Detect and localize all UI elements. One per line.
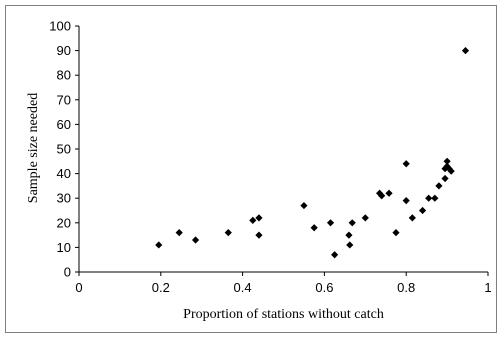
x-axis-label: Proportion of stations without catch [183, 307, 384, 322]
data-point [255, 214, 262, 221]
data-point [385, 190, 392, 197]
data-point [192, 236, 199, 243]
y-tick-label: 100 [49, 19, 71, 34]
y-tick-label: 30 [57, 191, 71, 206]
y-axis-label: Sample size needed [26, 93, 41, 203]
y-tick-label: 60 [57, 117, 71, 132]
data-point [362, 214, 369, 221]
data-point [327, 219, 334, 226]
x-tick-label: 0.2 [152, 280, 170, 295]
y-tick-label: 50 [57, 142, 71, 157]
x-tick-label: 0 [75, 280, 82, 295]
y-tick-label: 40 [57, 166, 71, 181]
y-tick-label: 20 [57, 215, 71, 230]
data-point [462, 47, 469, 54]
data-point [255, 232, 262, 239]
data-point [441, 175, 448, 182]
data-point [349, 219, 356, 226]
data-point [225, 229, 232, 236]
y-axis-ticks: 0 10 20 30 40 50 60 70 80 90 100 [49, 19, 79, 280]
x-tick-label: 0.8 [397, 280, 415, 295]
data-point [155, 241, 162, 248]
data-point [249, 217, 256, 224]
data-point [331, 251, 338, 258]
data-point [425, 195, 432, 202]
data-point [444, 158, 451, 165]
data-point [176, 229, 183, 236]
y-tick-label: 0 [64, 265, 71, 280]
x-tick-label: 1 [484, 280, 491, 295]
x-tick-label: 0.6 [315, 280, 333, 295]
data-point [409, 214, 416, 221]
data-point [435, 182, 442, 189]
data-point [419, 207, 426, 214]
data-point [345, 232, 352, 239]
y-tick-label: 90 [57, 43, 71, 58]
y-tick-label: 10 [57, 240, 71, 255]
data-point [392, 229, 399, 236]
data-point [431, 195, 438, 202]
x-axis-ticks: 0 0.2 0.4 0.6 0.8 1 [75, 272, 491, 295]
y-tick-label: 70 [57, 92, 71, 107]
y-tick-label: 80 [57, 68, 71, 83]
data-point [403, 197, 410, 204]
x-tick-label: 0.4 [234, 280, 252, 295]
data-point [403, 160, 410, 167]
data-point [311, 224, 318, 231]
data-point [346, 241, 353, 248]
data-point [300, 202, 307, 209]
data-points [155, 47, 469, 258]
